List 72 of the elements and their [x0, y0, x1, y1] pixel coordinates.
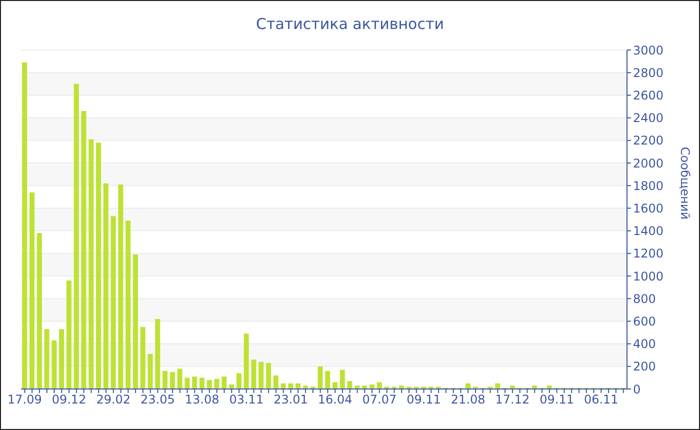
y-tick-label: 600 — [633, 314, 656, 328]
x-tick-label: 23.05 — [140, 392, 175, 407]
x-tick-label: 17.09 — [8, 392, 42, 407]
bar — [96, 142, 102, 389]
bar — [199, 378, 204, 389]
bar — [81, 111, 86, 389]
bar — [266, 363, 271, 389]
y-tick-label: 2400 — [633, 111, 664, 126]
bar — [332, 382, 338, 389]
bar — [258, 362, 264, 389]
bar — [140, 326, 146, 389]
y-tick-label: 2200 — [633, 134, 664, 148]
x-tick-label: 13.08 — [184, 392, 220, 407]
y-tick-label: 0 — [633, 382, 641, 396]
bar — [103, 183, 108, 389]
bar — [214, 378, 220, 389]
bar — [126, 220, 131, 389]
bar — [52, 340, 57, 389]
bar — [66, 280, 72, 389]
x-tick-label: 09.12 — [52, 392, 86, 407]
y-tick-label: 2600 — [633, 88, 664, 102]
bar — [177, 368, 182, 389]
bar — [251, 360, 256, 389]
bar — [236, 373, 242, 389]
bar — [74, 84, 79, 389]
x-tick-label: 06.11 — [584, 392, 618, 407]
y-tick-label: 3000 — [633, 43, 664, 58]
x-tick-label: 03.11 — [229, 392, 264, 407]
bar — [132, 254, 138, 389]
y-tick-label: 400 — [633, 337, 656, 352]
bar — [118, 184, 124, 389]
bar — [148, 354, 153, 389]
bar — [376, 382, 382, 389]
bar — [325, 370, 330, 389]
bar — [244, 334, 249, 389]
x-tick-label: 29.02 — [96, 392, 131, 407]
bar — [59, 329, 64, 389]
y-tick-label: 1600 — [633, 201, 664, 216]
bar — [110, 216, 116, 389]
bar — [273, 375, 278, 389]
y-tick-label: 1400 — [633, 224, 664, 238]
x-tick-label: 07.07 — [362, 392, 397, 407]
bar — [162, 370, 168, 389]
chart-title: Статистика активности — [255, 15, 445, 33]
bar — [192, 376, 198, 389]
y-tick-label: 1000 — [633, 269, 664, 284]
y-axis-title: Сообщений — [678, 146, 692, 220]
y-tick-label: 2800 — [633, 66, 664, 80]
y-tick-label: 1200 — [633, 246, 664, 261]
bar — [222, 376, 227, 389]
bar — [206, 380, 212, 389]
x-tick-label: 21.08 — [450, 392, 486, 407]
x-tick-label: 16.04 — [318, 392, 352, 407]
bar — [88, 139, 94, 389]
bar — [184, 378, 190, 389]
bar — [318, 366, 323, 389]
y-tick-label: 800 — [633, 292, 656, 306]
bar — [170, 372, 175, 389]
y-tick-label: 200 — [633, 360, 656, 374]
x-tick-label: 23.01 — [274, 392, 308, 407]
y-tick-label: 1800 — [633, 178, 664, 193]
bar — [22, 62, 28, 389]
bar — [44, 329, 50, 389]
bar — [30, 192, 34, 389]
bar — [36, 233, 42, 389]
x-tick-label: 09.11 — [540, 392, 574, 407]
bar — [340, 370, 345, 389]
x-tick-label: 17.12 — [495, 392, 530, 407]
x-tick-label: 09.11 — [406, 392, 441, 407]
bar — [155, 318, 160, 389]
bar — [347, 381, 352, 389]
y-tick-label: 2000 — [633, 156, 664, 170]
